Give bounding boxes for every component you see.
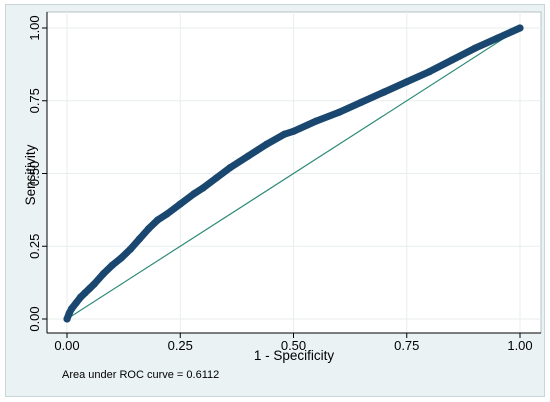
roc-curve-point-25 [312,117,320,125]
roc-curve-point-34 [516,24,524,32]
roc-curve-point-30 [425,68,433,76]
roc-curve-point-17 [190,190,198,198]
roc-curve-point-7 [90,280,98,288]
roc-curve-point-18 [199,184,207,192]
roc-curve-point-0 [63,315,71,323]
y-tick-label-0: 0.00 [27,306,42,331]
roc-curve-point-14 [154,216,162,224]
x-tick-label-3: 0.75 [394,338,419,353]
roc-curve-point-20 [226,164,234,172]
roc-curve-point-24 [289,127,298,135]
roc-curve-point-26 [335,108,343,116]
roc-curve-group [63,24,524,323]
roc-curve-point-29 [403,78,411,86]
roc-curve-point-33 [493,34,501,42]
roc-curve-point-2 [67,305,76,313]
axes [42,12,541,338]
x-tick-label-4: 1.00 [507,338,532,353]
roc-curve-point-3 [72,299,80,307]
roc-curve-point-9 [108,261,116,269]
roc-curve-point-5 [81,289,89,297]
roc-curve-point-22 [262,140,270,148]
roc-curve-point-31 [448,56,456,64]
roc-curve-point-19 [212,174,221,182]
grid-lines [47,12,541,333]
x-axis-title: 1 - Specificity [254,348,335,363]
reference-line-group [66,27,521,320]
roc-curve-point-16 [176,200,184,208]
x-tick-label-0: 0.00 [54,338,79,353]
roc-curve-point-12 [135,235,144,243]
y-tick-label-2: 0.50 [27,161,42,186]
y-tick-labels: 0.00 0.25 0.50 0.75 1.00 [27,15,42,331]
x-tick-label-1: 0.25 [168,338,193,353]
roc-curve-point-11 [126,245,135,253]
roc-curve-point-8 [99,270,107,278]
x-tick-label-2: 0.50 [281,338,306,353]
auc-note: Area under ROC curve = 0.6112 [62,369,219,381]
roc-curve-point-32 [471,44,479,52]
y-tick-label-3: 0.75 [27,88,42,113]
x-tick-labels: 0.00 0.25 0.50 0.75 1.00 [54,338,532,353]
y-axis-title: Sensitivity [23,144,38,205]
roc-curve-point-10 [117,254,125,262]
roc-curve-point-15 [163,210,171,218]
roc-curve-point-27 [357,98,366,106]
roc-curve-point-21 [244,152,252,160]
roc-curve-point-23 [280,130,289,138]
roc-curve-point-4 [76,293,85,301]
roc-curve-point-6 [86,284,94,293]
y-tick-label-4: 1.00 [27,15,42,40]
reference-line [66,27,521,320]
roc-curve-point-13 [144,225,153,233]
y-tick-label-1: 0.25 [27,234,42,259]
roc-curve-point-28 [380,88,388,96]
